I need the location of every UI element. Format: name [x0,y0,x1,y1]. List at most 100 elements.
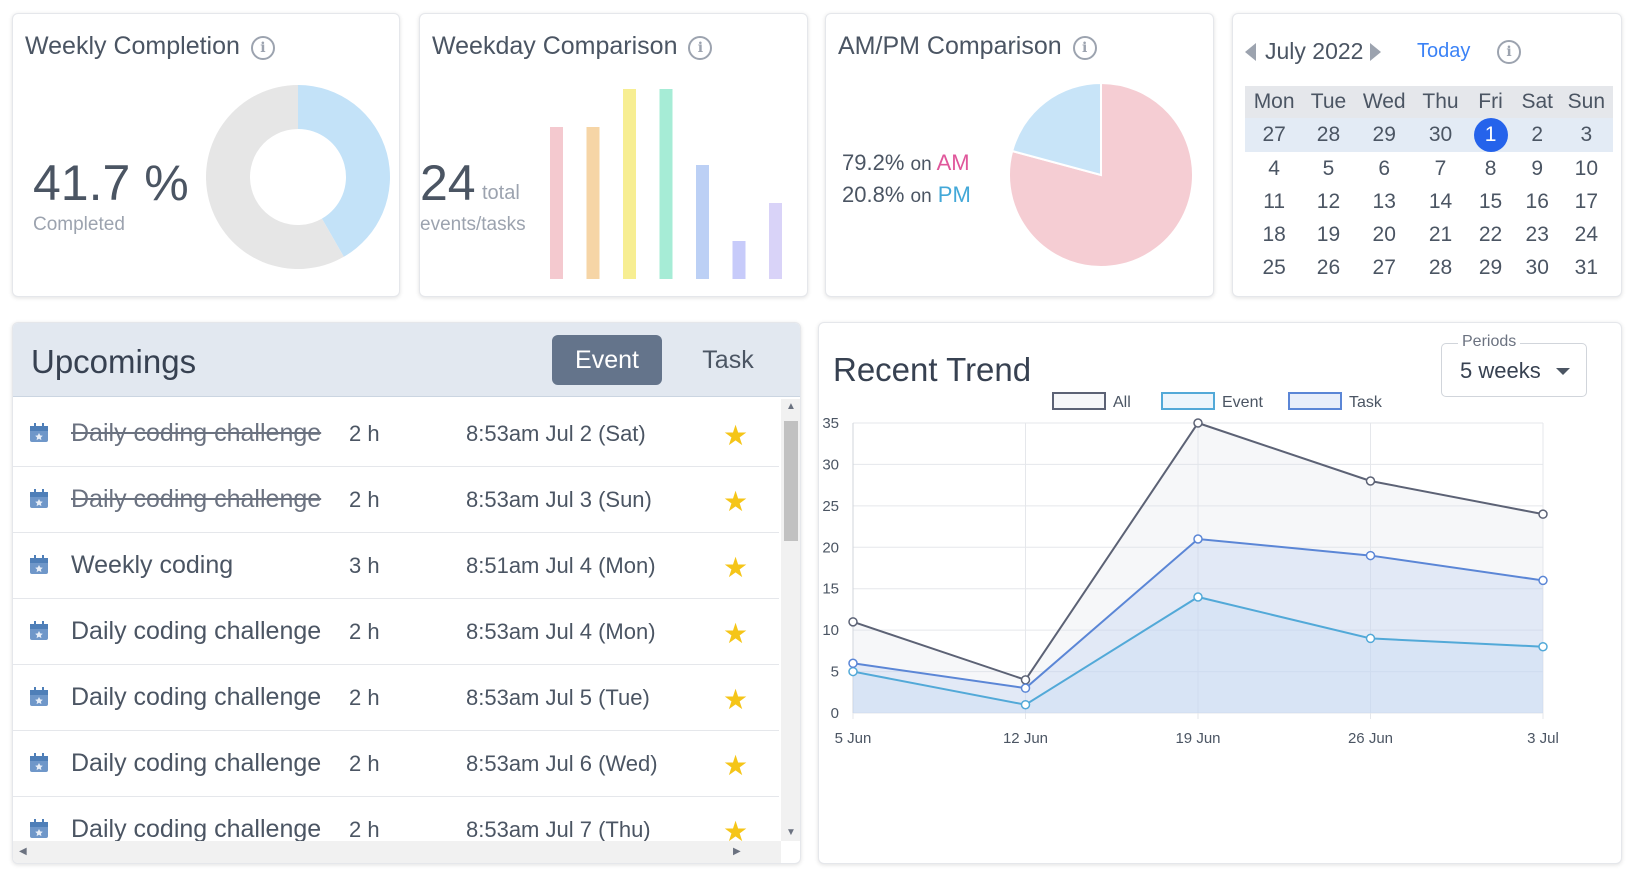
legend-label[interactable]: Event [1222,394,1263,411]
calendar-day[interactable]: 28 [1428,255,1453,279]
calendar-day[interactable]: 18 [1262,222,1286,246]
calendar-day[interactable]: 28 [1303,118,1354,152]
calendar-day[interactable]: 2 [1514,118,1560,152]
point-event[interactable] [1365,633,1376,644]
calendar-day[interactable]: 17 [1574,189,1599,213]
event-duration: 2 h [349,817,380,841]
upcoming-row[interactable]: Daily coding challenge 2 h 8:53am Jul 4 (M… [13,597,779,665]
star-icon[interactable]: ★ [723,684,749,715]
calendar-day[interactable]: 26 [1316,255,1341,279]
calendar-day[interactable]: 3 [1559,118,1613,152]
point-all[interactable] [1538,509,1548,519]
calendar-day[interactable]: 30 [1525,255,1549,279]
calendar-day[interactable]: 12 [1316,189,1341,213]
upcoming-row[interactable]: Daily coding challenge 2 h 8:53am Jul 3 (S… [13,465,779,533]
calendar-day[interactable]: 16 [1525,189,1549,213]
info-icon[interactable]: i [1497,40,1521,64]
calendar-day[interactable]: 14 [1428,189,1453,213]
horizontal-scrollbar[interactable]: ◀ ▶ [13,841,781,863]
calendar-day[interactable]: 19 [1316,222,1341,246]
ampm-comparison-card: AM/PM Comparison i 79.2% on AM 20.8% on … [825,13,1214,297]
legend-label[interactable]: Task [1349,394,1383,411]
point-event[interactable] [1193,592,1203,602]
today-button[interactable]: Today [1417,40,1471,62]
scroll-down-icon[interactable]: ▼ [786,827,796,838]
scroll-right-icon[interactable]: ▶ [733,846,741,857]
info-icon[interactable]: i [1072,36,1097,60]
calendar-day[interactable]: 30 [1414,118,1467,152]
calendar-day[interactable]: 1 [1466,118,1515,152]
point-all[interactable] [1020,675,1031,685]
weekday-bar [659,89,673,279]
calendar-day[interactable]: 7 [1434,156,1447,180]
calendar-icon [30,621,48,640]
star-icon[interactable]: ★ [723,618,749,649]
calendar-day[interactable]: 29 [1478,255,1503,279]
next-month-icon[interactable] [1370,43,1381,61]
point-all[interactable] [1193,418,1203,428]
calendar-icon [30,753,48,772]
calendar-day[interactable]: 15 [1478,189,1503,213]
upcoming-row[interactable]: Daily coding challenge 2 h 8:53am Jul 2 (S… [13,399,779,467]
calendar-day[interactable]: 31 [1574,255,1599,279]
point-event[interactable] [1538,641,1548,652]
calendar-day[interactable]: 5 [1322,156,1335,180]
point-all[interactable] [1365,476,1376,486]
calendar-day[interactable]: 20 [1372,222,1396,246]
point-task[interactable] [1538,575,1548,586]
periods-select[interactable]: Periods 5 weeks [1441,333,1587,397]
upcoming-row[interactable]: Daily coding challenge 2 h 8:53am Jul 7 (T… [13,795,779,841]
calendar-day[interactable]: 27 [1245,118,1304,152]
calendar-day[interactable]: 6 [1378,156,1391,180]
star-icon[interactable]: ★ [723,420,749,451]
info-icon[interactable]: i [688,36,713,60]
y-tick-label: 5 [831,664,839,681]
calendar-header: July 2022 Today i [1245,34,1615,70]
total-count: 24 [420,155,476,211]
point-task[interactable] [848,658,858,669]
point-task[interactable] [1193,534,1203,544]
tab-task[interactable]: Task [693,335,763,385]
event-name: Daily coding challenge [71,485,322,513]
scrollbar-thumb[interactable] [784,421,798,541]
calendar-day[interactable]: 21 [1428,222,1453,246]
scroll-left-icon[interactable]: ◀ [19,846,27,857]
tab-event[interactable]: Event [552,335,662,385]
upcoming-row[interactable]: Daily coding challenge 2 h 8:53am Jul 6 (W… [13,729,779,797]
point-task[interactable] [1365,550,1376,561]
calendar-card: July 2022 Today i Mon Tue Wed Thu Fri Sat Sun … [1232,13,1622,297]
calendar-day[interactable]: 4 [1268,156,1280,180]
calendar-day[interactable]: 22 [1478,222,1503,246]
calendar-day[interactable]: 9 [1531,156,1544,180]
info-icon[interactable]: i [250,36,275,60]
point-event[interactable] [1020,699,1031,710]
vertical-scrollbar[interactable]: ▲ ▼ [781,399,800,841]
completion-percent: 41.7 % [33,155,189,211]
star-icon[interactable]: ★ [723,552,749,583]
calendar-day[interactable]: 13 [1372,189,1396,213]
selected-day[interactable]: 1 [1473,118,1508,152]
upcoming-row[interactable]: Daily coding challenge 2 h 8:53am Jul 5 (T… [13,663,779,731]
calendar-month: July 2022 [1265,38,1364,64]
weekday-comparison-title: Weekday Comparison i [432,32,713,61]
calendar-day[interactable]: 29 [1353,118,1415,152]
scroll-up-icon[interactable]: ▲ [786,401,796,412]
point-event[interactable] [848,666,858,677]
calendar-day[interactable]: 11 [1263,189,1286,213]
completion-donut-chart [206,85,390,269]
point-task[interactable] [1020,683,1031,693]
legend-label[interactable]: All [1113,394,1131,411]
star-icon[interactable]: ★ [723,816,749,841]
calendar-day[interactable]: 25 [1262,255,1286,279]
point-all[interactable] [848,617,858,627]
calendar-day[interactable]: 8 [1484,156,1497,180]
weekday-header: Tue [1303,86,1354,118]
prev-month-icon[interactable] [1245,43,1256,61]
calendar-day[interactable]: 24 [1574,222,1599,246]
star-icon[interactable]: ★ [723,486,749,517]
star-icon[interactable]: ★ [723,750,749,781]
calendar-day[interactable]: 27 [1372,255,1396,279]
upcoming-row[interactable]: Weekly coding 3 h 8:51am Jul 4 (Mon) ★ [13,531,779,599]
calendar-day[interactable]: 10 [1574,156,1599,180]
calendar-day[interactable]: 23 [1525,222,1549,246]
